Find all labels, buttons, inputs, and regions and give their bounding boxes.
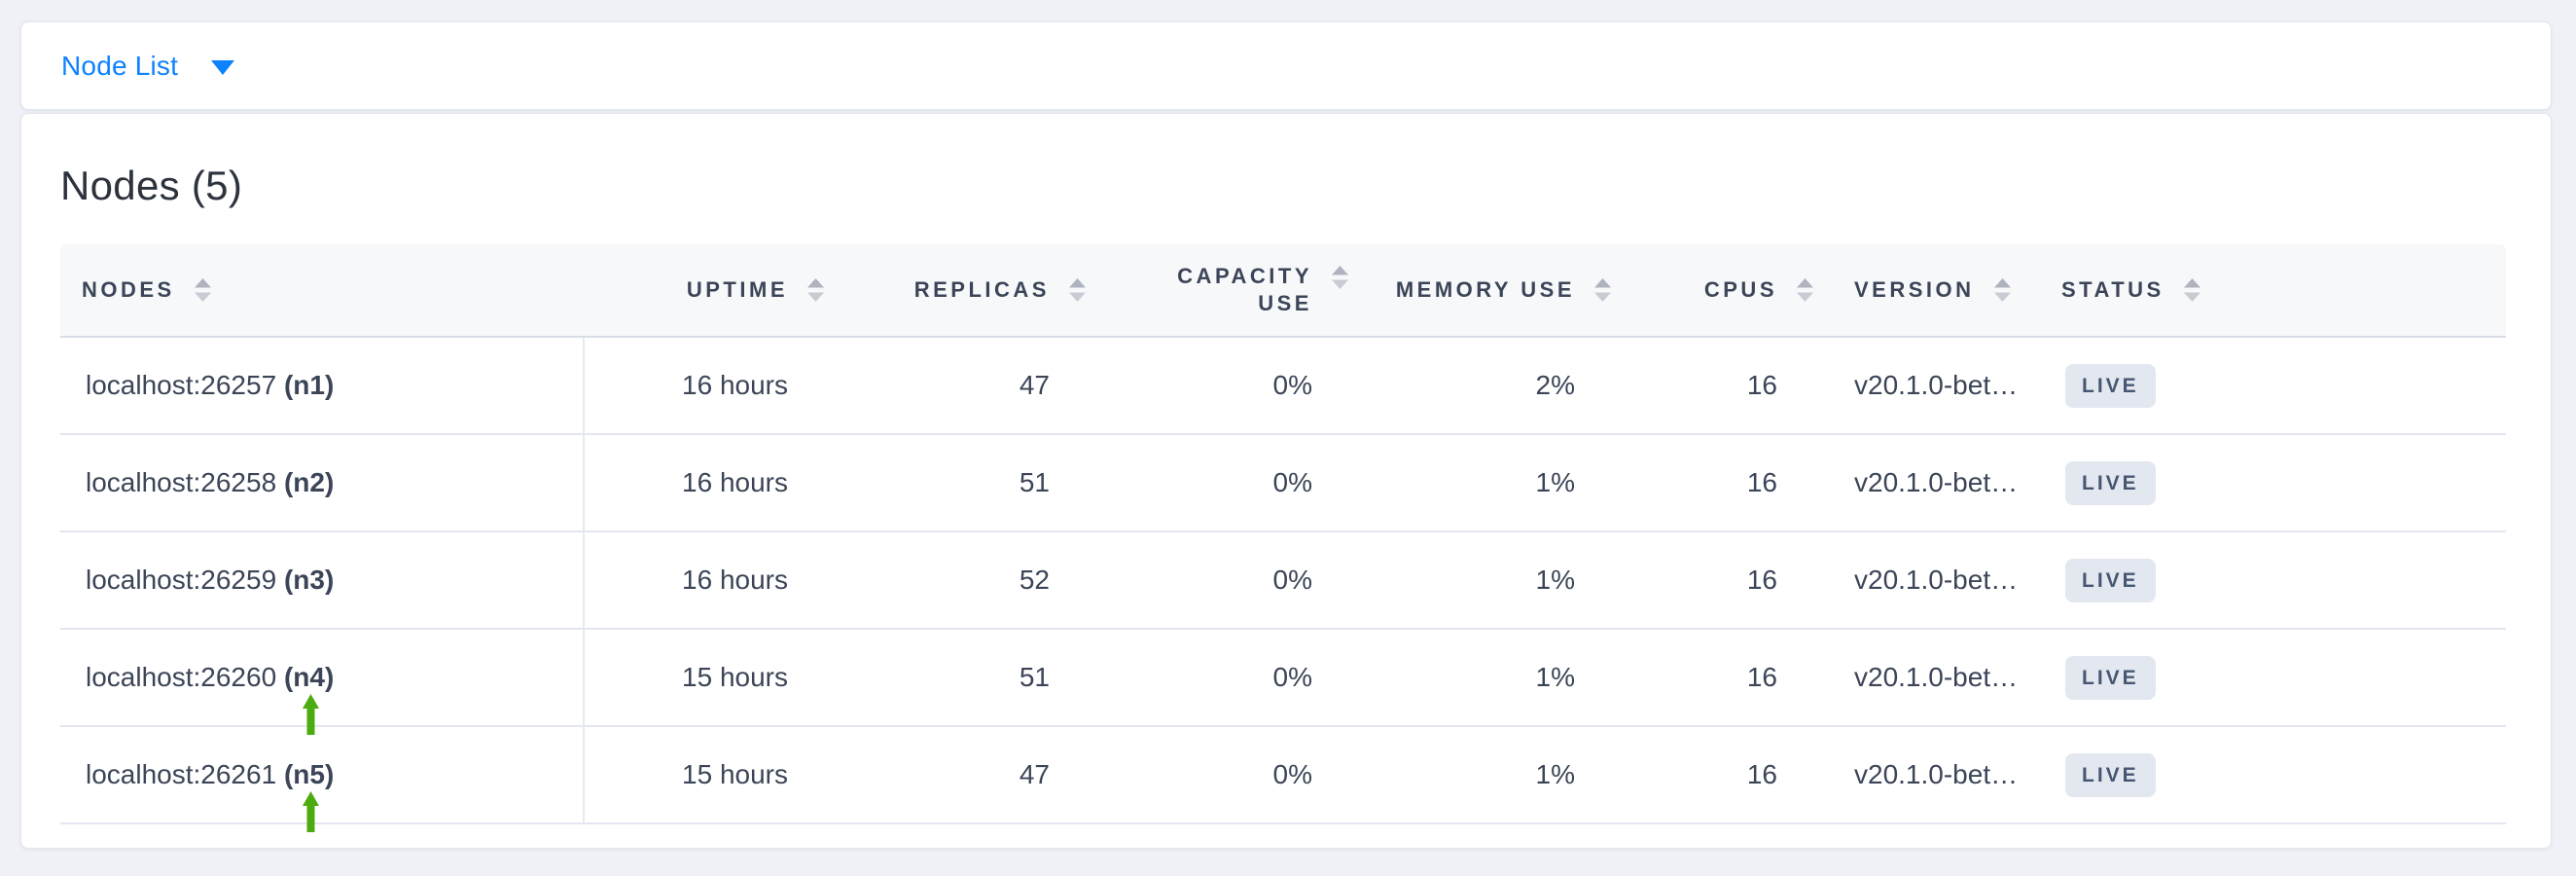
cpus-cell: 16 — [1617, 630, 1819, 727]
cpus-cell: 16 — [1617, 435, 1819, 532]
memory-use-cell: 1% — [1354, 532, 1617, 630]
node-address: localhost:26257 — [86, 370, 277, 400]
node-address: localhost:26260 — [86, 662, 277, 692]
version-cell: v20.1.0-bet… — [1819, 338, 2044, 435]
node-id: (n1) — [283, 370, 335, 400]
node-address: localhost:26259 — [86, 565, 277, 595]
node-id: (n5) — [283, 759, 335, 789]
column-header-status[interactable]: STATUS — [2044, 244, 2506, 338]
replicas-cell: 47 — [830, 727, 1091, 824]
column-header-cpus[interactable]: CPUS — [1617, 244, 1819, 338]
table-row: localhost:26258 (n2) 16 hours 51 0% 1% 16 v20.… — [60, 435, 2506, 532]
uptime-cell: 15 hours — [585, 727, 830, 824]
green-up-arrow-icon — [303, 694, 319, 735]
replicas-cell: 52 — [830, 532, 1091, 630]
column-header-replicas[interactable]: REPLICAS — [830, 244, 1091, 338]
table-row: localhost:26259 (n3) 16 hours 52 0% 1% 16 v20.… — [60, 532, 2506, 630]
status-badge: LIVE — [2065, 558, 2156, 602]
green-up-arrow-icon — [303, 791, 319, 832]
node-id: (n2) — [283, 467, 335, 497]
sort-icon — [1332, 266, 1348, 289]
sort-icon — [1797, 278, 1813, 302]
cpus-cell: 16 — [1617, 532, 1819, 630]
column-header-nodes[interactable]: NODES — [60, 244, 585, 338]
node-id: (n4) — [283, 662, 335, 692]
node-name-cell[interactable]: localhost:26258 (n2) — [60, 435, 585, 532]
node-address: localhost:26261 — [86, 759, 277, 789]
status-badge: LIVE — [2065, 460, 2156, 505]
node-name-cell[interactable]: localhost:26259 (n3) — [60, 532, 585, 630]
sort-icon — [194, 278, 211, 302]
status-cell: LIVE — [2044, 435, 2506, 532]
node-list-dropdown[interactable]: Node List — [61, 50, 235, 82]
status-cell: LIVE — [2044, 630, 2506, 727]
status-badge: LIVE — [2065, 752, 2156, 797]
column-header-capacity-use[interactable]: CAPACITY USE — [1091, 244, 1354, 338]
version-cell: v20.1.0-bet… — [1819, 630, 2044, 727]
capacity-use-cell: 0% — [1091, 727, 1354, 824]
capacity-use-cell: 0% — [1091, 435, 1354, 532]
table-row: localhost:26260 (n4) 15 hours 51 0% 1% 16 v20.… — [60, 630, 2506, 735]
view-selector-bar: Node List — [20, 21, 2552, 110]
status-badge: LIVE — [2065, 363, 2156, 408]
cpus-cell: 16 — [1617, 727, 1819, 824]
status-cell: LIVE — [2044, 727, 2506, 824]
memory-use-cell: 1% — [1354, 727, 1617, 824]
memory-use-cell: 2% — [1354, 338, 1617, 435]
uptime-cell: 16 hours — [585, 338, 830, 435]
capacity-use-cell: 0% — [1091, 630, 1354, 727]
sort-icon — [1993, 278, 2011, 302]
uptime-cell: 16 hours — [585, 435, 830, 532]
cpus-cell: 16 — [1617, 338, 1819, 435]
status-badge: LIVE — [2065, 655, 2156, 700]
sort-icon — [1069, 278, 1086, 302]
version-cell: v20.1.0-bet… — [1819, 532, 2044, 630]
status-cell: LIVE — [2044, 532, 2506, 630]
table-header-row: NODES UPTIME REPLICAS CAPACITY USE MEMOR… — [60, 244, 2506, 338]
capacity-use-cell: 0% — [1091, 532, 1354, 630]
node-name-cell[interactable]: localhost:26261 (n5) — [60, 727, 585, 832]
column-header-version[interactable]: VERSION — [1819, 244, 2044, 338]
sort-icon — [2183, 278, 2200, 302]
sort-icon — [807, 278, 824, 302]
sort-icon — [1594, 278, 1611, 302]
node-address: localhost:26258 — [86, 467, 277, 497]
uptime-cell: 16 hours — [585, 532, 830, 630]
nodes-panel: Nodes (5) NODES UPTIME REPLICAS CAPACITY… — [20, 113, 2552, 849]
table-row: localhost:26257 (n1) 16 hours 47 0% 2% 16 v20.… — [60, 338, 2506, 435]
column-header-memory-use[interactable]: MEMORY USE — [1354, 244, 1617, 338]
column-header-uptime[interactable]: UPTIME — [585, 244, 830, 338]
node-name-cell[interactable]: localhost:26257 (n1) — [60, 338, 585, 435]
node-id: (n3) — [283, 565, 335, 595]
version-cell: v20.1.0-bet… — [1819, 727, 2044, 824]
page-title: Nodes (5) — [60, 163, 243, 208]
replicas-cell: 51 — [830, 435, 1091, 532]
table-row: localhost:26261 (n5) 15 hours 47 0% 1% 16 v20.… — [60, 727, 2506, 832]
uptime-cell: 15 hours — [585, 630, 830, 727]
node-list-dropdown-label: Node List — [61, 50, 179, 81]
replicas-cell: 51 — [830, 630, 1091, 727]
memory-use-cell: 1% — [1354, 435, 1617, 532]
table-body: localhost:26257 (n1) 16 hours 47 0% 2% 16 v20.… — [60, 338, 2506, 832]
node-name-cell[interactable]: localhost:26260 (n4) — [60, 630, 585, 735]
memory-use-cell: 1% — [1354, 630, 1617, 727]
version-cell: v20.1.0-bet… — [1819, 435, 2044, 532]
replicas-cell: 47 — [830, 338, 1091, 435]
capacity-use-cell: 0% — [1091, 338, 1354, 435]
chevron-down-icon — [211, 59, 235, 75]
status-cell: LIVE — [2044, 338, 2506, 435]
nodes-table: NODES UPTIME REPLICAS CAPACITY USE MEMOR… — [60, 244, 2506, 832]
